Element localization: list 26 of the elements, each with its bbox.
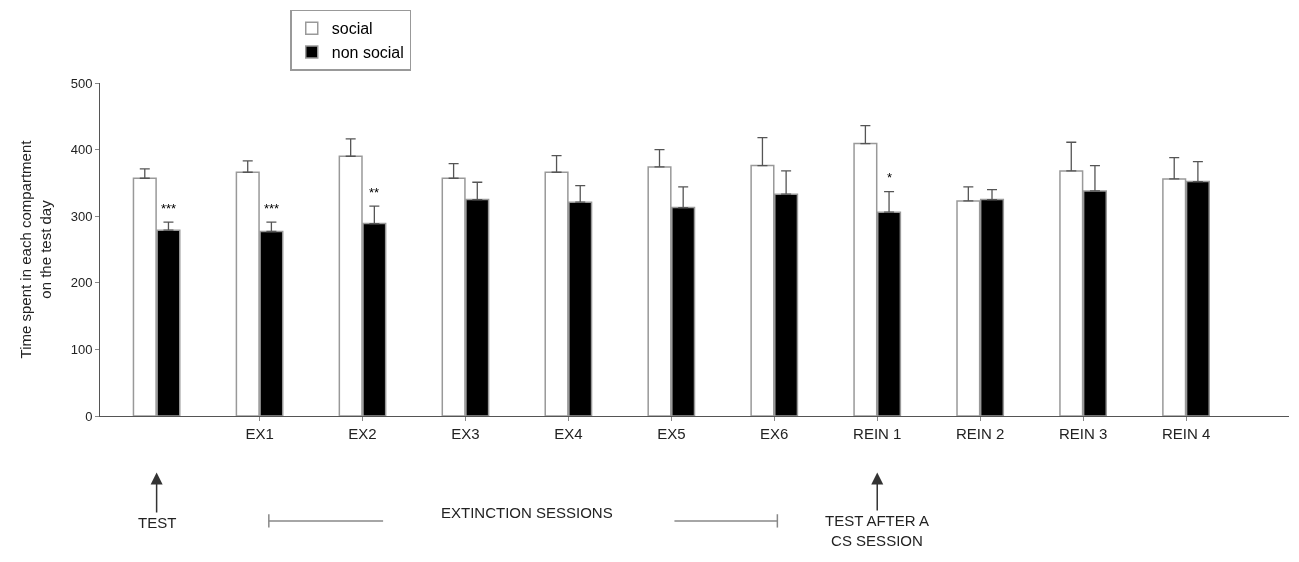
x-tick-label: REIN 2: [955, 425, 1005, 442]
y-tick-label: 100: [70, 341, 93, 357]
data-label: ***: [161, 201, 177, 216]
text: TEST AFTER A CS SESSION: [825, 512, 929, 549]
y-tick-label: 0: [85, 408, 93, 424]
y-tick-label: 300: [70, 208, 93, 224]
x-tick-label: EX3: [451, 425, 480, 442]
x-tick-label: EX5: [657, 425, 686, 442]
data-label: ***: [264, 201, 280, 216]
y-tick-label: 400: [70, 142, 93, 158]
text: TEST: [138, 514, 177, 531]
y-tick-label: 200: [70, 275, 93, 291]
x-tick-label: REIN 1: [853, 425, 902, 442]
x-tick-label: EX6: [760, 425, 789, 442]
x-tick-label: EX1: [245, 425, 274, 442]
data-label: *: [887, 170, 893, 185]
x-tick-label: EX4: [554, 425, 583, 442]
y-tick-label: 500: [70, 75, 93, 91]
x-tick-label: EX2: [348, 425, 377, 442]
legend-label: non social: [331, 44, 404, 62]
data-label: **: [369, 185, 380, 200]
legend-label: social: [331, 20, 373, 38]
y-axis-title: Time spent in each compartment on the test day: [17, 139, 54, 359]
x-tick-label: REIN 4: [1161, 425, 1211, 442]
text: EXTINCTION SESSIONS: [441, 504, 613, 521]
x-tick-label: REIN 3: [1058, 425, 1108, 442]
